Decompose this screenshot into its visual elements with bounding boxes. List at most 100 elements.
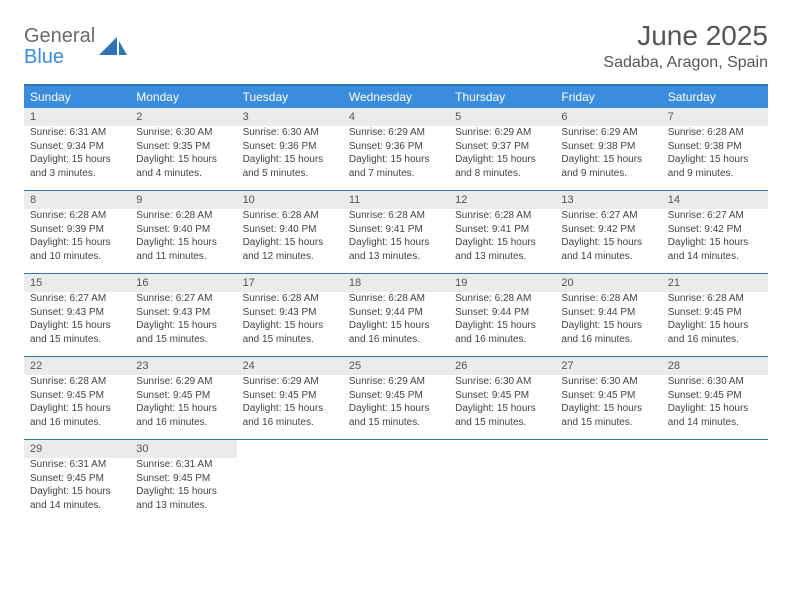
day-info-line: and 16 minutes. <box>555 333 661 347</box>
day-info-line: Sunset: 9:43 PM <box>237 306 343 320</box>
week-row: 1Sunrise: 6:31 AMSunset: 9:34 PMDaylight… <box>24 108 768 191</box>
day-number: 15 <box>24 274 130 292</box>
week-row: 15Sunrise: 6:27 AMSunset: 9:43 PMDayligh… <box>24 274 768 357</box>
day-number: 4 <box>343 108 449 126</box>
day-cell: 13Sunrise: 6:27 AMSunset: 9:42 PMDayligh… <box>555 191 661 267</box>
title-block: June 2025 Sadaba, Aragon, Spain <box>603 20 768 72</box>
day-info-line: and 15 minutes. <box>237 333 343 347</box>
day-info-line: and 7 minutes. <box>343 167 449 181</box>
day-cell: 1Sunrise: 6:31 AMSunset: 9:34 PMDaylight… <box>24 108 130 184</box>
day-info-line: Sunrise: 6:29 AM <box>130 375 236 389</box>
weekday-header: Tuesday <box>237 86 343 108</box>
day-info-line: Daylight: 15 hours <box>555 153 661 167</box>
day-number: 2 <box>130 108 236 126</box>
day-cell: 24Sunrise: 6:29 AMSunset: 9:45 PMDayligh… <box>237 357 343 433</box>
day-info-line: Daylight: 15 hours <box>449 153 555 167</box>
day-info-line: Daylight: 15 hours <box>24 236 130 250</box>
day-info-line: Sunset: 9:44 PM <box>555 306 661 320</box>
day-cell: 3Sunrise: 6:30 AMSunset: 9:36 PMDaylight… <box>237 108 343 184</box>
day-info-line: Sunrise: 6:28 AM <box>24 375 130 389</box>
weekday-header: Friday <box>555 86 661 108</box>
day-number: 27 <box>555 357 661 375</box>
day-number: 20 <box>555 274 661 292</box>
day-info-line: and 16 minutes. <box>24 416 130 430</box>
day-info-line: Sunset: 9:45 PM <box>555 389 661 403</box>
day-info-line: Daylight: 15 hours <box>130 485 236 499</box>
brand-general: General <box>24 25 95 47</box>
day-info-line: Sunset: 9:36 PM <box>343 140 449 154</box>
day-number: 26 <box>449 357 555 375</box>
day-info-line: Daylight: 15 hours <box>449 236 555 250</box>
day-info-line: Daylight: 15 hours <box>343 402 449 416</box>
day-number: 18 <box>343 274 449 292</box>
day-info-line: Daylight: 15 hours <box>130 236 236 250</box>
day-info-line: Sunrise: 6:28 AM <box>343 292 449 306</box>
day-info-line: and 9 minutes. <box>555 167 661 181</box>
day-info-line: Sunrise: 6:28 AM <box>449 292 555 306</box>
day-number: 14 <box>662 191 768 209</box>
day-info-line: Daylight: 15 hours <box>555 236 661 250</box>
day-number: 25 <box>343 357 449 375</box>
day-cell <box>343 440 449 516</box>
day-cell: 23Sunrise: 6:29 AMSunset: 9:45 PMDayligh… <box>130 357 236 433</box>
day-info-line: Daylight: 15 hours <box>237 153 343 167</box>
day-info-line: and 13 minutes. <box>130 499 236 513</box>
day-number: 12 <box>449 191 555 209</box>
day-cell: 14Sunrise: 6:27 AMSunset: 9:42 PMDayligh… <box>662 191 768 267</box>
day-info-line: Sunrise: 6:28 AM <box>662 126 768 140</box>
day-info-line: and 16 minutes. <box>662 333 768 347</box>
day-info-line: Daylight: 15 hours <box>24 402 130 416</box>
day-info-line: Sunrise: 6:28 AM <box>555 292 661 306</box>
day-info-line: Sunset: 9:45 PM <box>24 472 130 486</box>
day-info-line: Sunset: 9:45 PM <box>662 389 768 403</box>
day-info-line: Sunset: 9:43 PM <box>24 306 130 320</box>
day-cell <box>237 440 343 516</box>
brand-blue: Blue <box>24 46 64 68</box>
day-info-line: and 15 minutes. <box>24 333 130 347</box>
day-info-line: Sunrise: 6:30 AM <box>449 375 555 389</box>
day-cell: 18Sunrise: 6:28 AMSunset: 9:44 PMDayligh… <box>343 274 449 350</box>
day-info-line: and 11 minutes. <box>130 250 236 264</box>
day-cell: 15Sunrise: 6:27 AMSunset: 9:43 PMDayligh… <box>24 274 130 350</box>
day-info-line: and 16 minutes. <box>130 416 236 430</box>
day-info-line: Sunset: 9:41 PM <box>343 223 449 237</box>
day-info-line: and 12 minutes. <box>237 250 343 264</box>
day-info-line: Sunset: 9:40 PM <box>130 223 236 237</box>
day-info-line: Daylight: 15 hours <box>555 402 661 416</box>
day-info-line: Sunset: 9:43 PM <box>130 306 236 320</box>
day-info-line: Sunrise: 6:31 AM <box>130 458 236 472</box>
day-info-line: Sunset: 9:45 PM <box>24 389 130 403</box>
day-number: 6 <box>555 108 661 126</box>
day-info-line: Sunrise: 6:30 AM <box>555 375 661 389</box>
day-number: 13 <box>555 191 661 209</box>
day-cell: 21Sunrise: 6:28 AMSunset: 9:45 PMDayligh… <box>662 274 768 350</box>
day-info-line: Daylight: 15 hours <box>24 485 130 499</box>
weekday-header: Saturday <box>662 86 768 108</box>
day-info-line: and 3 minutes. <box>24 167 130 181</box>
day-cell: 16Sunrise: 6:27 AMSunset: 9:43 PMDayligh… <box>130 274 236 350</box>
brand-logo: General Blue <box>24 26 127 68</box>
day-info-line: Daylight: 15 hours <box>237 319 343 333</box>
day-info-line: Daylight: 15 hours <box>130 319 236 333</box>
day-info-line: and 14 minutes. <box>662 416 768 430</box>
day-cell: 17Sunrise: 6:28 AMSunset: 9:43 PMDayligh… <box>237 274 343 350</box>
day-info-line: and 14 minutes. <box>662 250 768 264</box>
day-info-line: and 9 minutes. <box>662 167 768 181</box>
day-cell: 12Sunrise: 6:28 AMSunset: 9:41 PMDayligh… <box>449 191 555 267</box>
day-cell: 22Sunrise: 6:28 AMSunset: 9:45 PMDayligh… <box>24 357 130 433</box>
day-cell: 27Sunrise: 6:30 AMSunset: 9:45 PMDayligh… <box>555 357 661 433</box>
location: Sadaba, Aragon, Spain <box>603 54 768 72</box>
day-info-line: Daylight: 15 hours <box>449 319 555 333</box>
day-info-line: and 15 minutes. <box>130 333 236 347</box>
week-row: 8Sunrise: 6:28 AMSunset: 9:39 PMDaylight… <box>24 191 768 274</box>
day-info-line: Sunrise: 6:30 AM <box>130 126 236 140</box>
day-cell: 8Sunrise: 6:28 AMSunset: 9:39 PMDaylight… <box>24 191 130 267</box>
day-info-line: Sunset: 9:36 PM <box>237 140 343 154</box>
day-cell: 5Sunrise: 6:29 AMSunset: 9:37 PMDaylight… <box>449 108 555 184</box>
day-info-line: and 8 minutes. <box>449 167 555 181</box>
weekday-header: Monday <box>130 86 236 108</box>
day-info-line: Daylight: 15 hours <box>343 319 449 333</box>
day-info-line: Sunset: 9:45 PM <box>662 306 768 320</box>
day-cell: 29Sunrise: 6:31 AMSunset: 9:45 PMDayligh… <box>24 440 130 516</box>
day-info-line: Sunrise: 6:29 AM <box>343 375 449 389</box>
